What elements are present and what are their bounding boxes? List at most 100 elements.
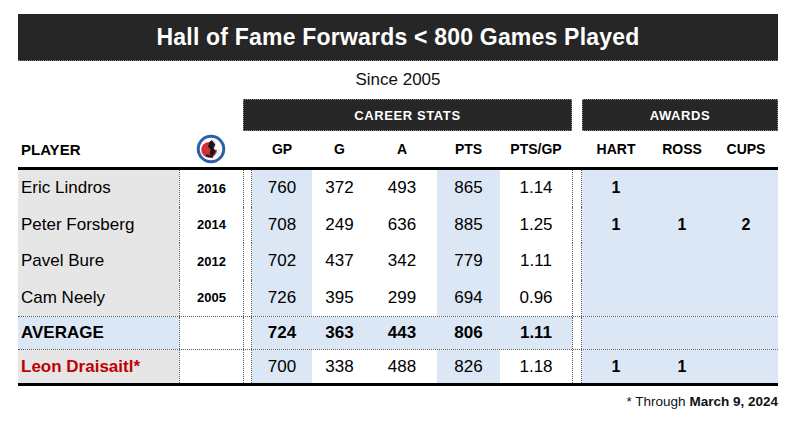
ross-value [650, 243, 714, 280]
a-value: 443 [367, 317, 437, 349]
ross-value: 1 [650, 350, 714, 383]
col-header-gp: GP [252, 131, 312, 167]
hart-value [582, 280, 650, 317]
induction-year: 2014 [179, 207, 243, 244]
average-label: AVERAGE [18, 317, 179, 349]
g-value: 437 [312, 243, 367, 280]
col-header-a: A [367, 131, 437, 167]
awards-band: AWARDS [582, 99, 778, 131]
a-value: 488 [367, 350, 437, 383]
table-row-peter-forsberg: Peter Forsberg 2014 708 249 636 885 1.25… [18, 207, 778, 244]
col-header-cups: CUPS [714, 131, 778, 167]
spacer [243, 280, 252, 317]
a-value: 299 [367, 280, 437, 317]
table-row-average: AVERAGE 724 363 443 806 1.11 [18, 316, 778, 350]
hockey-hall-of-fame-logo-icon [196, 134, 226, 164]
ross-value [650, 280, 714, 317]
induction-year: 2005 [179, 280, 243, 317]
g-value: 372 [312, 170, 367, 207]
pts-value: 779 [437, 243, 500, 280]
cups-value [714, 170, 778, 207]
a-value: 342 [367, 243, 437, 280]
hart-value: 1 [582, 170, 650, 207]
hart-value: 1 [582, 207, 650, 244]
cups-value [714, 243, 778, 280]
footnote-date: March 9, 2024 [689, 394, 778, 409]
ptsgp-value: 1.25 [500, 207, 572, 244]
gp-value: 702 [252, 243, 312, 280]
career-stats-band: CAREER STATS [243, 99, 572, 131]
ross-value [650, 170, 714, 207]
pts-value: 694 [437, 280, 500, 317]
ross-value [650, 317, 714, 349]
pts-value: 865 [437, 170, 500, 207]
induction-year: 2016 [179, 170, 243, 207]
induction-year [179, 350, 243, 383]
hart-value [582, 243, 650, 280]
g-value: 363 [312, 317, 367, 349]
spacer [572, 317, 582, 349]
a-value: 493 [367, 170, 437, 207]
footnote: * Through March 9, 2024 [18, 392, 778, 410]
cups-value [714, 280, 778, 317]
spacer [243, 350, 252, 383]
pts-value: 885 [437, 207, 500, 244]
g-value: 338 [312, 350, 367, 383]
ptsgp-value: 0.96 [500, 280, 572, 317]
page-title: Hall of Fame Forwards < 800 Games Played [157, 24, 640, 51]
col-header-pts: PTS [437, 131, 500, 167]
col-header-ross: ROSS [650, 131, 714, 167]
col-header-player: PLAYER [18, 131, 179, 167]
band-spacer-mid [572, 99, 582, 131]
induction-year: 2012 [179, 243, 243, 280]
table-row-leon-draisaitl: Leon Draisaitl* 700 338 488 826 1.18 1 1 [18, 350, 778, 386]
col-header-g: G [312, 131, 367, 167]
hart-value [582, 317, 650, 349]
player-name: Cam Neely [18, 280, 179, 317]
spacer [572, 280, 582, 317]
footnote-prefix: * Through [626, 394, 685, 409]
spacer [243, 170, 252, 207]
pts-value: 806 [437, 317, 500, 349]
ptsgp-value: 1.11 [500, 317, 572, 349]
subtitle: Since 2005 [355, 70, 440, 90]
spacer [572, 207, 582, 244]
col-header-ptsgp: PTS/GP [500, 131, 572, 167]
spacer [243, 207, 252, 244]
hof-forwards-infographic: Hall of Fame Forwards < 800 Games Played… [0, 0, 796, 426]
induction-year [179, 317, 243, 349]
player-name: Eric Lindros [18, 170, 179, 207]
pts-value: 826 [437, 350, 500, 383]
table-row-cam-neely: Cam Neely 2005 726 395 299 694 0.96 [18, 280, 778, 317]
cups-value [714, 350, 778, 383]
gp-value: 708 [252, 207, 312, 244]
header-spacer [243, 131, 252, 167]
group-header-row: CAREER STATS AWARDS [18, 99, 778, 131]
stats-table: Hall of Fame Forwards < 800 Games Played… [18, 14, 778, 410]
table-row-eric-lindros: Eric Lindros 2016 760 372 493 865 1.14 1 [18, 170, 778, 207]
g-value: 249 [312, 207, 367, 244]
ross-value: 1 [650, 207, 714, 244]
ptsgp-value: 1.18 [500, 350, 572, 383]
player-name: Pavel Bure [18, 243, 179, 280]
band-spacer-left [18, 99, 243, 131]
gp-value: 724 [252, 317, 312, 349]
column-header-row: PLAYER GP G A PTS PTS/GP HART [18, 131, 778, 170]
g-value: 395 [312, 280, 367, 317]
ptsgp-value: 1.14 [500, 170, 572, 207]
header-spacer [572, 131, 582, 167]
gp-value: 700 [252, 350, 312, 383]
table-row-pavel-bure: Pavel Bure 2012 702 437 342 779 1.11 [18, 243, 778, 280]
spacer [572, 170, 582, 207]
a-value: 636 [367, 207, 437, 244]
ptsgp-value: 1.11 [500, 243, 572, 280]
logo-cell [179, 131, 243, 167]
spacer [572, 350, 582, 383]
title-bar: Hall of Fame Forwards < 800 Games Played [18, 14, 778, 61]
gp-value: 760 [252, 170, 312, 207]
cups-value: 2 [714, 207, 778, 244]
spacer [243, 317, 252, 349]
spacer [243, 243, 252, 280]
gp-value: 726 [252, 280, 312, 317]
spacer [572, 243, 582, 280]
